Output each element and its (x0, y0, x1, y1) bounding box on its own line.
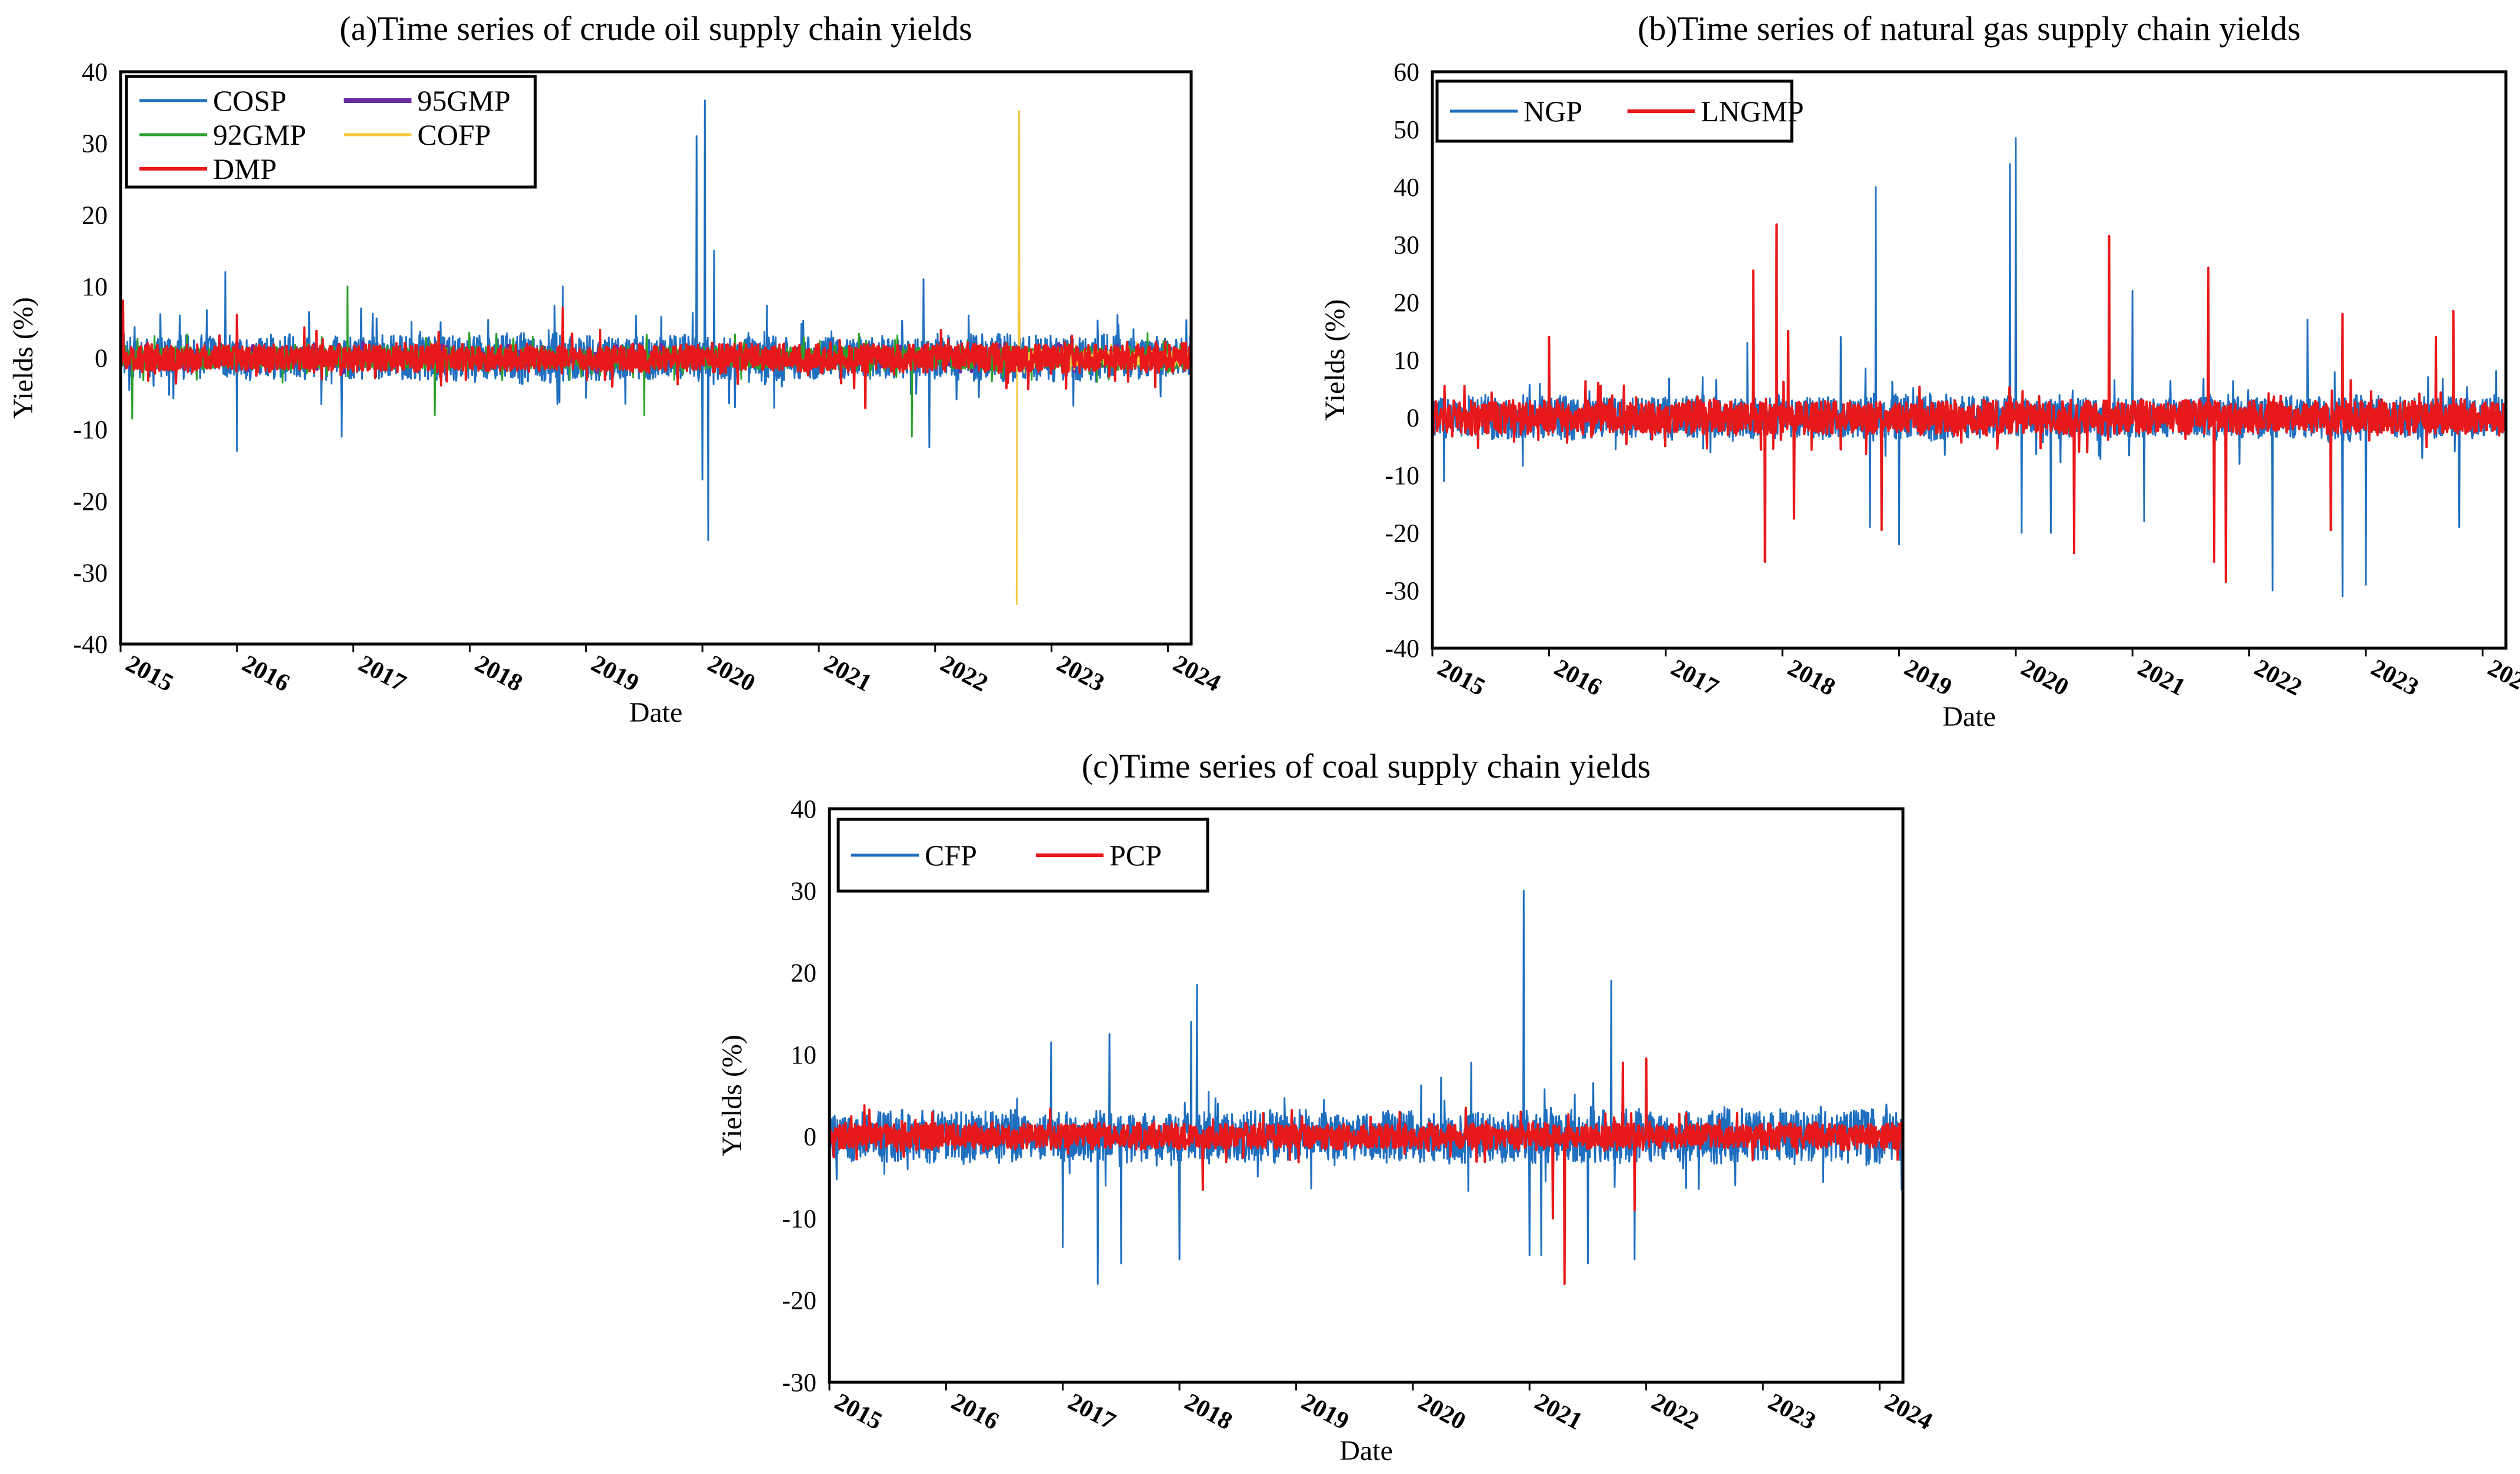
y-tick-label: 10 (82, 272, 108, 301)
x-tick-label: 2024 (1169, 650, 1225, 697)
x-tick-label: 2019 (587, 650, 644, 697)
plot-frame (119, 70, 1193, 646)
y-tick-label: -20 (782, 1286, 816, 1315)
y-tick-label: -40 (73, 630, 108, 659)
x-tick-label: 2023 (1764, 1388, 1820, 1435)
chart-c: (c)Time series of coal supply chain yiel… (716, 747, 1936, 1466)
chart-title: (a)Time series of crude oil supply chain… (339, 9, 972, 48)
plot-frame (828, 807, 1905, 1384)
x-tick-label: 2015 (830, 1388, 886, 1435)
y-tick-label: -30 (782, 1368, 816, 1397)
x-tick-label: 2021 (819, 650, 876, 697)
x-tick-label: 2019 (1297, 1388, 1354, 1435)
legend-label-COSP: COSP (213, 84, 286, 117)
legend-label-LNGMP: LNGMP (1701, 95, 1804, 128)
chart-title: (b)Time series of natural gas supply cha… (1638, 9, 2301, 48)
x-axis-label: Date (1339, 1435, 1393, 1466)
y-tick-label: 30 (82, 129, 108, 158)
x-tick-label: 2020 (703, 650, 759, 697)
series-line-PCP (829, 1057, 1903, 1285)
y-tick-label: 0 (1406, 403, 1419, 432)
chart-title: (c)Time series of coal supply chain yiel… (1082, 747, 1651, 785)
y-tick-label: 20 (1394, 288, 1419, 317)
x-tick-label: 2022 (1647, 1388, 1704, 1435)
x-tick-label: 2023 (2366, 654, 2423, 701)
y-axis-label: Yields (%) (8, 297, 39, 419)
legend-label-DMP: DMP (213, 152, 276, 185)
y-tick-label: 50 (1394, 115, 1419, 144)
plot-area (829, 809, 1903, 1382)
y-tick-label: -10 (73, 415, 108, 444)
y-tick-label: 10 (791, 1041, 816, 1069)
legend-label-NGP: NGP (1524, 95, 1582, 128)
y-tick-label: -40 (1385, 634, 1419, 663)
y-tick-label: -10 (1385, 461, 1419, 490)
y-tick-label: 0 (804, 1122, 816, 1151)
x-tick-label: 2015 (1433, 654, 1489, 701)
legend-label-92GMP: 92GMP (213, 118, 306, 151)
series-line-DMP (121, 299, 1191, 409)
y-tick-label: 30 (1394, 231, 1419, 259)
x-tick-label: 2018 (1783, 654, 1839, 701)
series-group (121, 99, 1191, 605)
x-tick-label: 2017 (354, 650, 411, 697)
series-group (1432, 137, 2506, 598)
x-tick-label: 2020 (1414, 1388, 1470, 1435)
y-tick-label: 30 (791, 876, 816, 905)
x-tick-label: 2023 (1052, 650, 1109, 697)
plot-frame (1431, 70, 2508, 650)
legend-box (1435, 79, 1794, 143)
x-axis-label: Date (629, 697, 683, 728)
x-tick-label: 2024 (1881, 1388, 1937, 1435)
y-tick-label: -20 (1385, 519, 1419, 548)
x-tick-label: 2022 (2250, 654, 2306, 701)
y-tick-label: -20 (73, 487, 108, 516)
series-line-LNGMP (1432, 223, 2506, 583)
x-tick-label: 2020 (2016, 654, 2073, 701)
x-tick-label: 2016 (238, 650, 294, 697)
series-group (829, 889, 1903, 1285)
y-tick-label: 20 (791, 959, 816, 988)
y-tick-label: 40 (82, 58, 108, 86)
legend: CFP PCP (836, 818, 1209, 893)
x-tick-label: 2016 (947, 1388, 1004, 1435)
y-tick-label: 20 (82, 201, 108, 229)
x-tick-label: 2018 (1180, 1388, 1236, 1435)
legend-label-COFP: COFP (418, 118, 491, 151)
x-axis-label: Date (1942, 701, 1996, 732)
legend: NGP LNGMP (1435, 79, 1804, 143)
x-tick-label: 2022 (936, 650, 992, 697)
x-tick-label: 2019 (1900, 654, 1956, 701)
x-tick-label: 2021 (2134, 654, 2190, 701)
x-tick-label: 2017 (1666, 654, 1723, 701)
y-tick-label: 0 (95, 344, 108, 373)
y-axis-label: Yields (%) (716, 1035, 748, 1156)
plot-area (1432, 72, 2506, 648)
y-tick-label: 40 (791, 795, 816, 823)
legend-label-95GMP: 95GMP (418, 84, 511, 117)
x-tick-label: 2024 (2484, 654, 2520, 701)
x-tick-label: 2021 (1531, 1388, 1587, 1435)
y-tick-label: -30 (1385, 576, 1419, 605)
legend-box (836, 818, 1209, 893)
y-tick-label: -10 (782, 1204, 816, 1233)
y-tick-label: 60 (1394, 58, 1419, 86)
legend-label-PCP: PCP (1109, 839, 1162, 872)
x-tick-label: 2016 (1550, 654, 1606, 701)
y-tick-label: 40 (1394, 173, 1419, 202)
legend-label-CFP: CFP (925, 839, 977, 872)
x-tick-label: 2017 (1064, 1388, 1120, 1435)
chart-b: (b)Time series of natural gas supply cha… (1319, 9, 2520, 732)
x-tick-label: 2018 (471, 650, 527, 697)
y-axis-label: Yields (%) (1319, 299, 1351, 421)
y-tick-label: 10 (1394, 346, 1419, 375)
x-tick-label: 2015 (121, 650, 178, 697)
chart-a: (a)Time series of crude oil supply chain… (8, 9, 1225, 728)
y-tick-label: -30 (73, 558, 108, 587)
